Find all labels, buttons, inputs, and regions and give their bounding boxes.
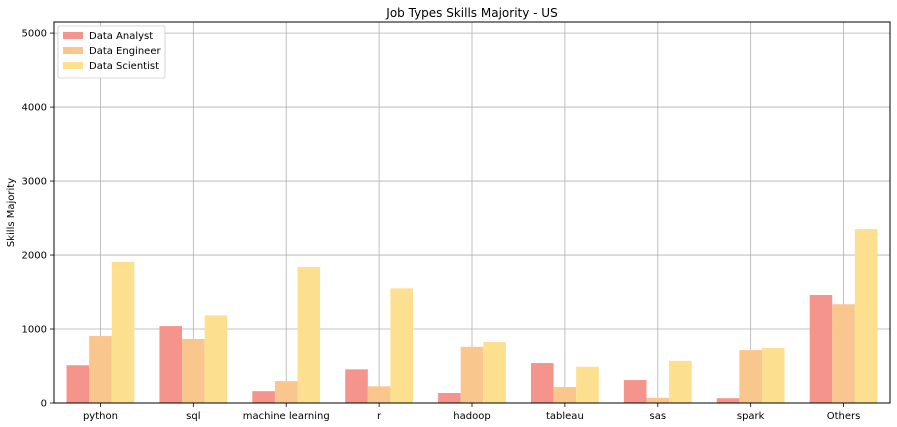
- bar-data-scientist: [204, 315, 228, 403]
- bars: [66, 229, 878, 403]
- y-tick-label: 0: [41, 399, 47, 410]
- bar-data-engineer: [739, 350, 762, 403]
- legend-label: Data Analyst: [89, 31, 153, 42]
- x-tick-label: sql: [186, 411, 200, 422]
- bar-data-analyst: [438, 393, 461, 403]
- bar-data-engineer: [832, 304, 855, 403]
- bar-data-analyst: [66, 365, 90, 403]
- chart-title: Job Types Skills Majority - US: [385, 6, 557, 20]
- y-axis-label: Skills Majority: [6, 178, 17, 247]
- bar-data-analyst: [623, 380, 647, 403]
- bar-data-analyst: [716, 398, 740, 403]
- bar-data-engineer: [367, 386, 391, 403]
- x-tick-label: hadoop: [453, 411, 490, 422]
- y-tick-label: 1000: [22, 325, 47, 336]
- bar-data-analyst: [345, 369, 368, 403]
- legend: Data Analyst Data Engineer Data Scientist: [57, 25, 166, 79]
- bar-data-analyst: [159, 326, 183, 403]
- x-tick-label: python: [83, 411, 118, 422]
- bar-data-scientist: [483, 341, 506, 403]
- bar-data-scientist: [297, 266, 321, 403]
- legend-swatch: [63, 32, 83, 39]
- bar-data-analyst: [530, 363, 554, 403]
- legend-box: [57, 25, 166, 79]
- x-tick-label: Others: [827, 411, 861, 422]
- bar-data-engineer: [553, 387, 577, 403]
- ticks: 0 1000 2000 3000 4000 5000 python sql machine le…: [22, 29, 861, 422]
- x-tick-label: sas: [649, 411, 666, 422]
- bar-data-engineer: [646, 397, 670, 403]
- bar-data-engineer: [182, 339, 205, 403]
- bar-data-scientist: [576, 366, 599, 403]
- x-tick-label: machine learning: [243, 411, 330, 422]
- bar-data-engineer: [89, 336, 112, 403]
- bar-data-scientist: [761, 347, 785, 403]
- bar-data-analyst: [252, 391, 275, 403]
- legend-swatch: [63, 47, 83, 54]
- grid: [54, 22, 890, 404]
- y-tick-label: 4000: [22, 103, 47, 114]
- x-tick-label: tableau: [546, 411, 584, 422]
- legend-label: Data Scientist: [89, 61, 159, 72]
- x-tick-label: spark: [737, 411, 765, 422]
- legend-label: Data Engineer: [89, 46, 161, 57]
- y-tick-label: 5000: [22, 29, 47, 40]
- bar-data-scientist: [669, 360, 692, 403]
- bar-data-scientist: [390, 288, 414, 403]
- bar-data-scientist: [111, 261, 135, 403]
- bar-data-analyst: [809, 294, 833, 403]
- x-tick-label: r: [377, 411, 382, 422]
- bar-data-engineer: [460, 346, 484, 403]
- bar-data-engineer: [274, 381, 298, 403]
- y-tick-label: 3000: [22, 177, 47, 188]
- bar-data-scientist: [854, 229, 878, 403]
- legend-swatch: [63, 62, 83, 69]
- y-tick-label: 2000: [22, 251, 47, 262]
